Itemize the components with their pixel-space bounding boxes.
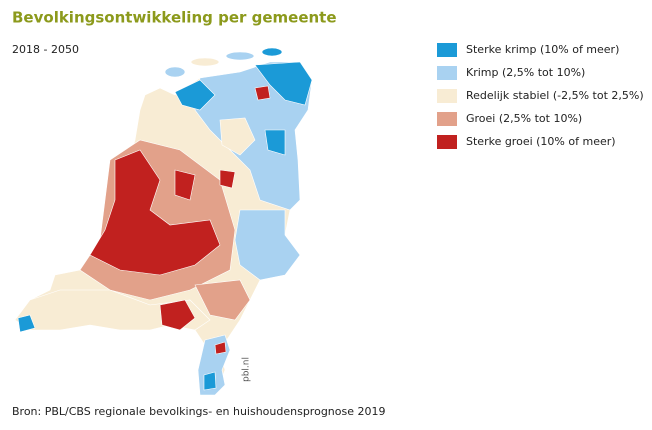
region — [174, 169, 196, 201]
subtitle: 2018 - 2050 — [12, 43, 79, 56]
title: Bevolkingsontwikkeling per gemeente — [12, 9, 337, 27]
legend-swatch — [437, 66, 457, 80]
region — [234, 209, 301, 281]
legend: Sterke krimp (10% of meer) Krimp (2,5% to… — [437, 43, 644, 149]
region — [17, 314, 36, 333]
island — [225, 51, 255, 61]
source: Bron: PBL/CBS regionale bevolkings- en h… — [12, 405, 386, 418]
region — [159, 299, 196, 331]
watermark: pbl.nl — [242, 357, 252, 382]
legend-swatch — [437, 135, 457, 149]
legend-label: Krimp (2,5% tot 10%) — [466, 66, 585, 79]
map — [14, 47, 313, 396]
region — [194, 279, 251, 321]
region — [264, 129, 286, 156]
legend-swatch — [437, 43, 457, 57]
region — [214, 341, 227, 355]
island — [261, 47, 283, 57]
region — [174, 79, 216, 111]
legend-swatch — [437, 112, 457, 126]
legend-swatch — [437, 89, 457, 103]
legend-label: Sterke krimp (10% of meer) — [466, 43, 619, 56]
legend-label: Sterke groei (10% of meer) — [466, 135, 616, 148]
region — [89, 149, 221, 276]
island — [164, 66, 186, 78]
legend-label: Redelijk stabiel (-2,5% tot 2,5%) — [466, 89, 644, 102]
region — [219, 117, 256, 156]
island — [190, 57, 220, 67]
region — [219, 169, 236, 189]
region — [203, 371, 217, 391]
legend-label: Groei (2,5% tot 10%) — [466, 112, 582, 125]
region — [254, 61, 313, 106]
region — [254, 85, 271, 101]
